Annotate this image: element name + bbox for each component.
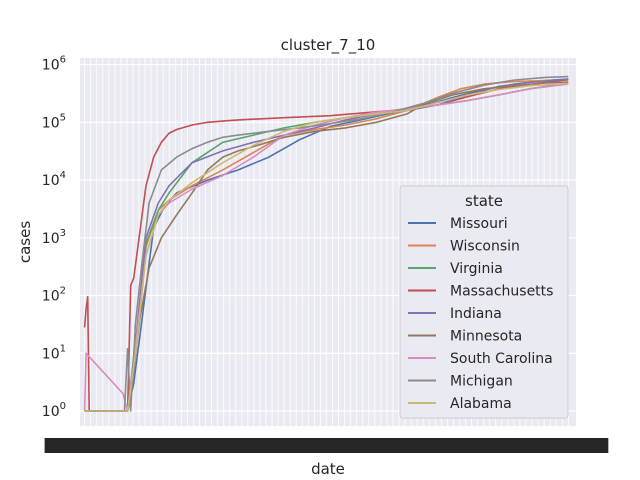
chart-title: cluster_7_10	[281, 36, 376, 55]
legend-title: state	[465, 192, 503, 210]
y-tick-label: 102	[42, 286, 66, 305]
y-axis-label: cases	[16, 221, 34, 263]
legend-label-missouri: Missouri	[450, 216, 508, 232]
x-axis-label: date	[311, 460, 345, 478]
legend-label-indiana: Indiana	[450, 306, 502, 322]
legend-label-virginia: Virginia	[450, 261, 503, 277]
legend-label-michigan: Michigan	[450, 374, 513, 390]
legend-label-massachusetts: Massachusetts	[450, 284, 553, 300]
series-line-michigan	[84, 75, 569, 412]
legend-items: Missouri Wisconsin Virginia Massachusetts In…	[408, 216, 553, 412]
y-tick-label: 105	[42, 112, 66, 131]
series-lines	[83, 75, 569, 412]
legend-label-wisconsin: Wisconsin	[450, 239, 520, 255]
legend-label-minnesota: Minnesota	[450, 329, 522, 345]
y-tick-label: 104	[42, 170, 66, 189]
legend: state Missouri Wisconsin Virginia Massachus…	[399, 185, 569, 419]
y-tick-label: 106	[42, 55, 66, 74]
legend-label-alabama: Alabama	[450, 396, 512, 412]
y-tick-label: 101	[42, 343, 66, 362]
x-tick-labels	[44, 438, 609, 453]
series-line-missouri	[84, 78, 569, 412]
legend-box	[399, 185, 569, 419]
series-line-alabama	[84, 82, 569, 412]
y-tick-labels: 100 101 102 103 104 105 106	[42, 55, 66, 420]
x-tick-labels-overlap	[44, 438, 609, 453]
legend-label-south-carolina: South Carolina	[450, 351, 553, 367]
y-tick-label: 100	[42, 401, 66, 420]
y-tick-label: 103	[42, 228, 66, 247]
